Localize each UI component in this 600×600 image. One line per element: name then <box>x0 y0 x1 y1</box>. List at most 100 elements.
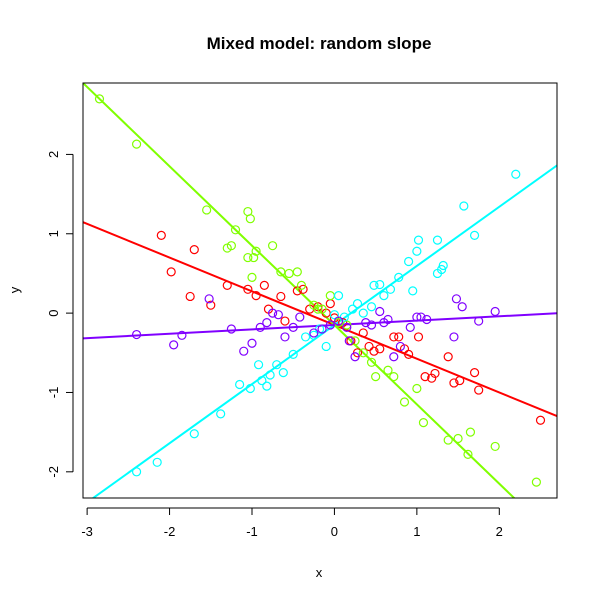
data-point <box>358 328 368 338</box>
data-point <box>226 241 236 251</box>
regression-line-2 <box>83 83 516 498</box>
data-point <box>389 371 399 382</box>
data-point <box>325 298 335 309</box>
data-point <box>490 306 500 317</box>
data-point <box>350 352 360 362</box>
data-point <box>268 241 278 251</box>
data-point <box>239 346 249 356</box>
y-tick-label: -1 <box>46 387 61 399</box>
data-point <box>383 365 393 375</box>
data-point <box>131 139 142 149</box>
data-point <box>385 284 396 294</box>
data-point <box>399 397 410 407</box>
data-points <box>94 94 546 487</box>
data-point <box>342 320 352 330</box>
data-point <box>369 280 379 290</box>
data-point <box>317 324 327 334</box>
data-point <box>329 310 340 320</box>
regression-line-1 <box>83 221 557 417</box>
chart-title: Mixed model: random slope <box>207 34 432 53</box>
data-point <box>432 235 443 245</box>
data-point <box>245 214 255 224</box>
data-point <box>375 306 385 317</box>
y-tick-label: 1 <box>46 230 61 237</box>
data-point <box>364 341 374 352</box>
data-point <box>366 357 377 367</box>
data-point <box>347 304 358 314</box>
data-point <box>278 368 288 378</box>
x-tick-label: 2 <box>496 524 503 539</box>
x-axis-label: x <box>316 565 323 580</box>
data-point <box>251 246 261 256</box>
data-point <box>288 322 298 332</box>
data-point <box>185 291 195 302</box>
data-point <box>295 312 305 322</box>
data-point <box>474 316 484 326</box>
data-point <box>245 383 255 394</box>
y-tick-label: 2 <box>46 151 61 158</box>
x-tick-label: -1 <box>246 524 258 539</box>
data-point <box>412 383 422 394</box>
data-point <box>412 312 422 322</box>
data-point <box>280 316 290 326</box>
data-point <box>325 320 335 330</box>
data-point <box>309 330 319 340</box>
data-point <box>404 349 414 359</box>
data-point <box>169 340 179 350</box>
y-tick-label: -2 <box>46 466 61 478</box>
data-point <box>313 304 323 314</box>
x-tick-label: -2 <box>164 524 176 539</box>
data-point <box>257 375 267 386</box>
data-point <box>152 457 162 467</box>
data-point <box>366 320 377 330</box>
data-point <box>280 332 290 342</box>
data-point <box>309 328 319 338</box>
data-point <box>443 435 453 445</box>
y-axis-label: y <box>7 286 22 293</box>
data-point <box>418 418 429 428</box>
data-point <box>284 268 294 279</box>
data-point <box>265 370 275 380</box>
data-point <box>235 379 245 390</box>
data-point <box>383 314 393 325</box>
data-point <box>333 316 344 326</box>
data-point <box>243 284 253 294</box>
data-point <box>404 256 414 267</box>
data-point <box>443 352 453 362</box>
data-point <box>342 322 352 332</box>
data-point <box>268 308 278 318</box>
data-point <box>317 304 327 314</box>
x-tick-label: 0 <box>331 524 338 539</box>
data-point <box>94 94 105 104</box>
x-tick-label: 1 <box>413 524 420 539</box>
data-point <box>300 332 311 342</box>
data-point <box>432 268 443 279</box>
data-point <box>255 322 265 332</box>
x-axis: -3 -2 -1 0 1 2 <box>81 507 503 539</box>
data-point <box>298 284 308 294</box>
data-point <box>511 169 521 179</box>
data-point <box>375 279 385 290</box>
data-point <box>358 348 368 358</box>
y-tick-label: 0 <box>46 309 61 316</box>
data-point <box>352 298 363 309</box>
data-point <box>249 252 259 263</box>
data-point <box>469 230 480 240</box>
data-point <box>389 332 399 342</box>
data-point <box>273 310 283 320</box>
data-point <box>216 409 226 419</box>
data-point <box>296 280 307 290</box>
regression-line-3 <box>91 164 557 498</box>
data-point <box>395 341 405 352</box>
data-point <box>366 302 377 312</box>
data-point <box>490 441 500 452</box>
data-point <box>243 252 253 263</box>
data-point <box>156 230 166 240</box>
data-point <box>230 225 241 235</box>
x-tick-label: -3 <box>81 524 93 539</box>
data-point <box>247 272 257 283</box>
data-point <box>438 260 448 271</box>
data-point <box>375 344 385 354</box>
data-point <box>379 291 389 301</box>
